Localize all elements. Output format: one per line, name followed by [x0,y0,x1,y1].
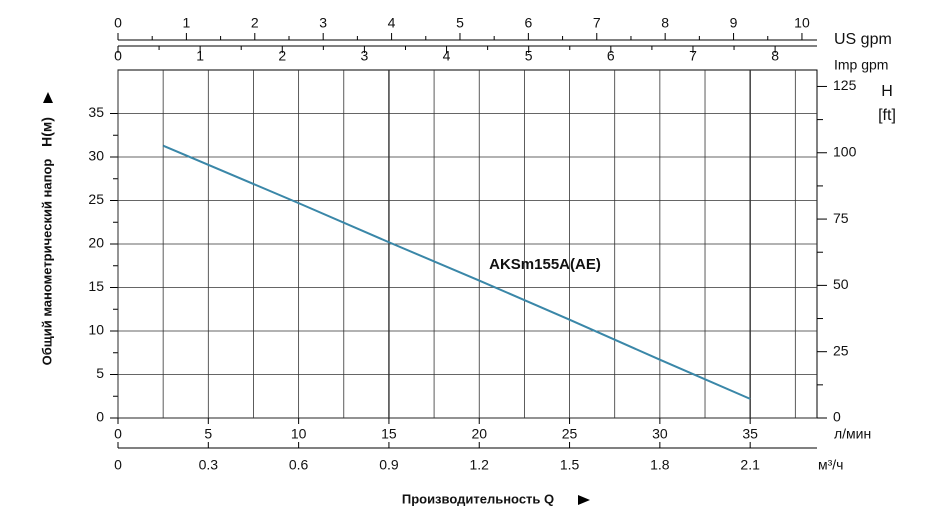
y2-tick-label: 100 [833,143,857,159]
y2-tick-label: 25 [833,342,849,358]
y-tick-label: 10 [88,322,104,338]
top-tick-label: 1 [182,15,190,31]
y2-unit-sub: [ft] [878,107,896,124]
top-tick-label: 0 [114,15,122,31]
y-tick-label: 5 [96,365,104,381]
top-tick-label: 5 [525,48,533,64]
y-tick-label: 35 [88,104,104,120]
y2-tick-label: 75 [833,210,849,226]
y-tick-label: 20 [88,235,104,251]
x-tick-label: 0 [114,426,122,442]
top-tick-label: 6 [607,48,615,64]
top-tick-label: 8 [771,48,779,64]
y-tick-label: 15 [88,278,104,294]
top-tick-label: 5 [456,15,464,31]
y2-tick-label: 0 [833,409,841,425]
x-tick-label: 20 [471,426,487,442]
top-tick-label: 4 [388,15,396,31]
x2-tick-label: 0 [114,457,122,473]
top-tick-label: 6 [524,15,532,31]
top-tick-label: 1 [196,48,204,64]
top-tick-label: 2 [278,48,286,64]
series-line [162,144,751,400]
top-axis-unit: US gpm [834,31,892,48]
x-tick-label: 10 [291,426,307,442]
top-tick-label: 3 [319,15,327,31]
top-tick-label: 4 [443,48,451,64]
series-label: AKSm155A(AE) [489,256,601,273]
x-axis-label: Производительность Q [402,491,554,506]
x-tick-label: 35 [742,426,758,442]
x2-tick-label: 1.2 [470,457,490,473]
top-tick-label: 10 [794,15,810,31]
x2-unit: м³/ч [818,457,843,473]
top-tick-label: 3 [361,48,369,64]
y-tick-label: 25 [88,191,104,207]
x2-tick-label: 0.9 [379,457,399,473]
y-arrow [43,92,53,103]
top-tick-label: 8 [661,15,669,31]
x2-tick-label: 1.5 [560,457,580,473]
top-tick-label: 9 [730,15,738,31]
x2-tick-label: 0.3 [199,457,219,473]
y-tick-label: 30 [88,148,104,164]
y-axis-unit: H(м) [39,117,55,147]
y2-tick-label: 50 [833,276,849,292]
top-tick-label: 7 [593,15,601,31]
x2-tick-label: 1.8 [650,457,670,473]
top-tick-label: 0 [114,48,122,64]
y2-unit: H [881,83,893,100]
y-tick-label: 0 [96,409,104,425]
x-arrow [578,495,590,505]
top-tick-label: 7 [689,48,697,64]
top-tick-label: 2 [251,15,259,31]
y-axis-label: Общий манометрический напор [39,159,54,366]
x-tick-label: 5 [204,426,212,442]
top-axis-unit: Imp gpm [834,57,888,73]
y2-tick-label: 125 [833,77,857,93]
x2-tick-label: 0.6 [289,457,309,473]
x-unit: л/мин [834,426,871,442]
x-tick-label: 25 [562,426,578,442]
x2-tick-label: 2.1 [740,457,760,473]
x-tick-label: 15 [381,426,397,442]
x-tick-label: 30 [652,426,668,442]
